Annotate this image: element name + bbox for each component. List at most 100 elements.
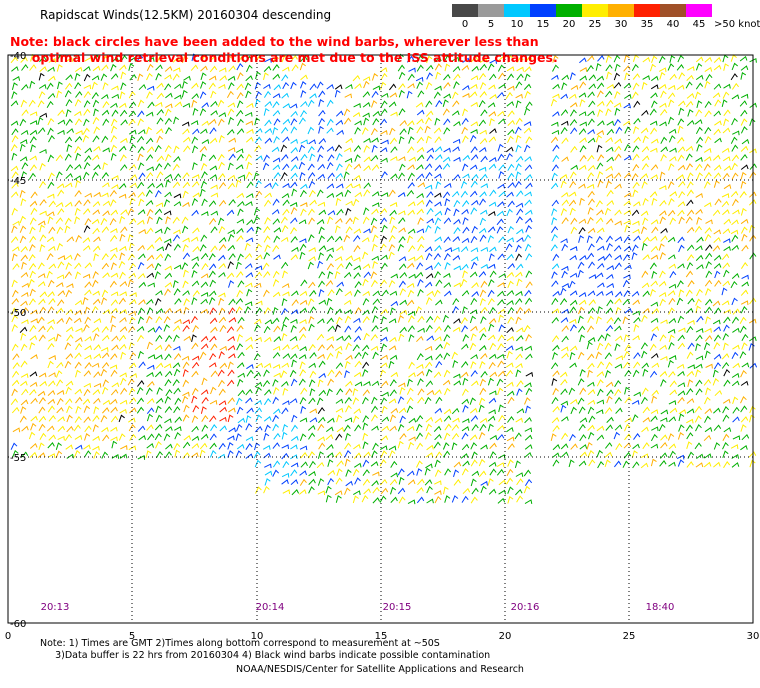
wind-barb — [426, 335, 435, 341]
wind-barb — [399, 387, 406, 395]
wind-barb — [516, 327, 524, 333]
wind-barb — [218, 84, 226, 89]
wind-barb — [642, 290, 650, 297]
wind-barb — [227, 261, 234, 269]
wind-barb — [462, 135, 469, 143]
wind-barb — [417, 378, 424, 386]
wind-barb — [596, 290, 604, 297]
wind-barb — [614, 325, 622, 332]
wind-barb — [569, 318, 577, 324]
wind-barb — [461, 325, 468, 333]
wind-barb — [19, 139, 28, 144]
wind-barb — [579, 451, 588, 458]
wind-barb — [586, 341, 593, 350]
wind-barb — [749, 118, 756, 126]
wind-barb — [424, 246, 433, 253]
wind-barb — [525, 270, 533, 278]
wind-barb — [272, 423, 279, 432]
wind-barb — [372, 315, 379, 323]
wind-barb — [497, 360, 505, 368]
wind-barb — [695, 82, 704, 90]
wind-barb — [271, 182, 279, 190]
wind-barb — [91, 154, 100, 161]
wind-barb — [281, 362, 290, 368]
wind-barb — [435, 181, 442, 189]
wind-barb — [749, 224, 755, 233]
wind-barb — [253, 172, 260, 180]
wind-barb — [335, 407, 344, 413]
wind-barb — [299, 299, 308, 305]
wind-barb — [300, 153, 308, 161]
wind-barb — [208, 200, 217, 207]
wind-barb — [588, 74, 597, 81]
wind-barb — [642, 442, 650, 450]
wind-barb — [129, 397, 137, 404]
wind-barb — [290, 454, 298, 460]
wind-barb — [102, 147, 110, 153]
wind-barb — [713, 83, 722, 90]
wind-barb — [165, 179, 171, 188]
wind-barb — [650, 415, 658, 422]
wind-barb — [235, 450, 243, 458]
wind-barb — [470, 75, 479, 81]
wind-barb — [424, 467, 431, 476]
wind-barb — [345, 207, 352, 216]
wind-barb — [641, 109, 649, 116]
wind-barb — [462, 217, 469, 225]
wind-barb — [47, 181, 55, 189]
wind-barb — [380, 157, 388, 163]
wind-barb — [469, 271, 478, 278]
wind-barb — [578, 128, 587, 135]
wind-barb — [631, 252, 638, 260]
wind-barb — [722, 398, 731, 404]
wind-barb — [723, 427, 732, 433]
wind-barb — [604, 253, 613, 260]
x-tick-label: 10 — [251, 631, 264, 642]
wind-barb — [552, 93, 560, 99]
wind-barb — [597, 461, 605, 469]
wind-barb — [659, 216, 666, 224]
legend-label-30: 30 — [614, 19, 628, 30]
wind-barb — [740, 405, 748, 413]
wind-barb — [145, 137, 154, 145]
wind-barb — [660, 355, 668, 361]
wind-barb — [309, 388, 316, 396]
wind-barb — [182, 136, 191, 143]
wind-barb — [443, 408, 452, 415]
wind-barb — [406, 90, 413, 99]
wind-barb — [730, 73, 738, 81]
wind-barb — [183, 298, 190, 306]
wind-barb — [713, 342, 721, 350]
wind-barb — [75, 327, 83, 333]
wind-barb — [658, 423, 666, 432]
wind-barb — [102, 162, 108, 170]
wind-barb — [568, 199, 577, 207]
wind-barb — [506, 271, 515, 278]
wind-barb — [91, 92, 99, 99]
wind-barb — [156, 387, 163, 395]
wind-barb — [597, 120, 605, 127]
wind-barb — [649, 235, 658, 242]
wind-barb — [146, 272, 155, 278]
wind-barb — [74, 163, 82, 170]
wind-barb — [561, 325, 569, 332]
wind-barb — [390, 300, 399, 307]
wind-barb — [300, 405, 307, 414]
wind-barb — [199, 351, 207, 360]
wind-barb — [65, 326, 74, 333]
wind-barb — [119, 453, 128, 459]
wind-barb — [254, 336, 262, 342]
wind-barb — [136, 181, 145, 189]
wind-barb — [200, 252, 209, 260]
wind-barb — [246, 288, 253, 297]
wind-barb — [228, 307, 236, 315]
wind-barb — [587, 381, 595, 387]
wind-barb — [173, 243, 181, 251]
wind-barb — [667, 433, 675, 441]
wind-barb — [129, 135, 136, 144]
wind-barb — [613, 244, 622, 252]
wind-barb — [399, 299, 407, 306]
wind-barb — [577, 269, 584, 278]
wind-barb — [416, 370, 425, 377]
wind-barb — [470, 354, 478, 360]
